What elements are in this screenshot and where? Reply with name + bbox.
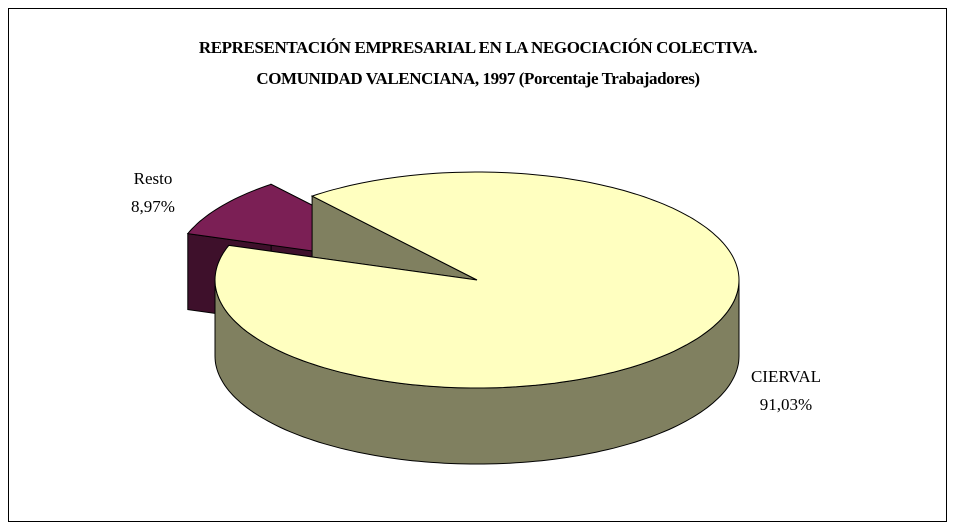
chart-title: REPRESENTACIÓN EMPRESARIAL EN LA NEGOCIA… [199, 38, 757, 57]
slice [214, 171, 740, 389]
chart-title: COMUNIDAD VALENCIANA, 1997 (Porcentaje T… [256, 69, 699, 88]
slice-value-label: 91,03% [760, 395, 812, 414]
slice-label: Resto [134, 169, 173, 188]
slice-label: CIERVAL [751, 367, 821, 386]
slice-value-label: 8,97% [131, 197, 175, 216]
